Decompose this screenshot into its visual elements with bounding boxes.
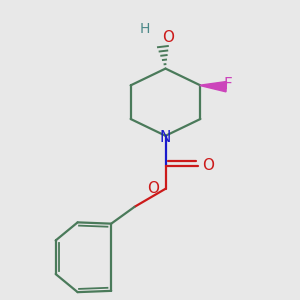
Polygon shape: [200, 82, 226, 92]
Text: O: O: [162, 30, 174, 45]
Text: O: O: [202, 158, 214, 173]
Text: F: F: [223, 76, 232, 92]
Text: H: H: [140, 22, 150, 35]
Text: N: N: [160, 130, 171, 145]
Text: O: O: [147, 181, 159, 196]
